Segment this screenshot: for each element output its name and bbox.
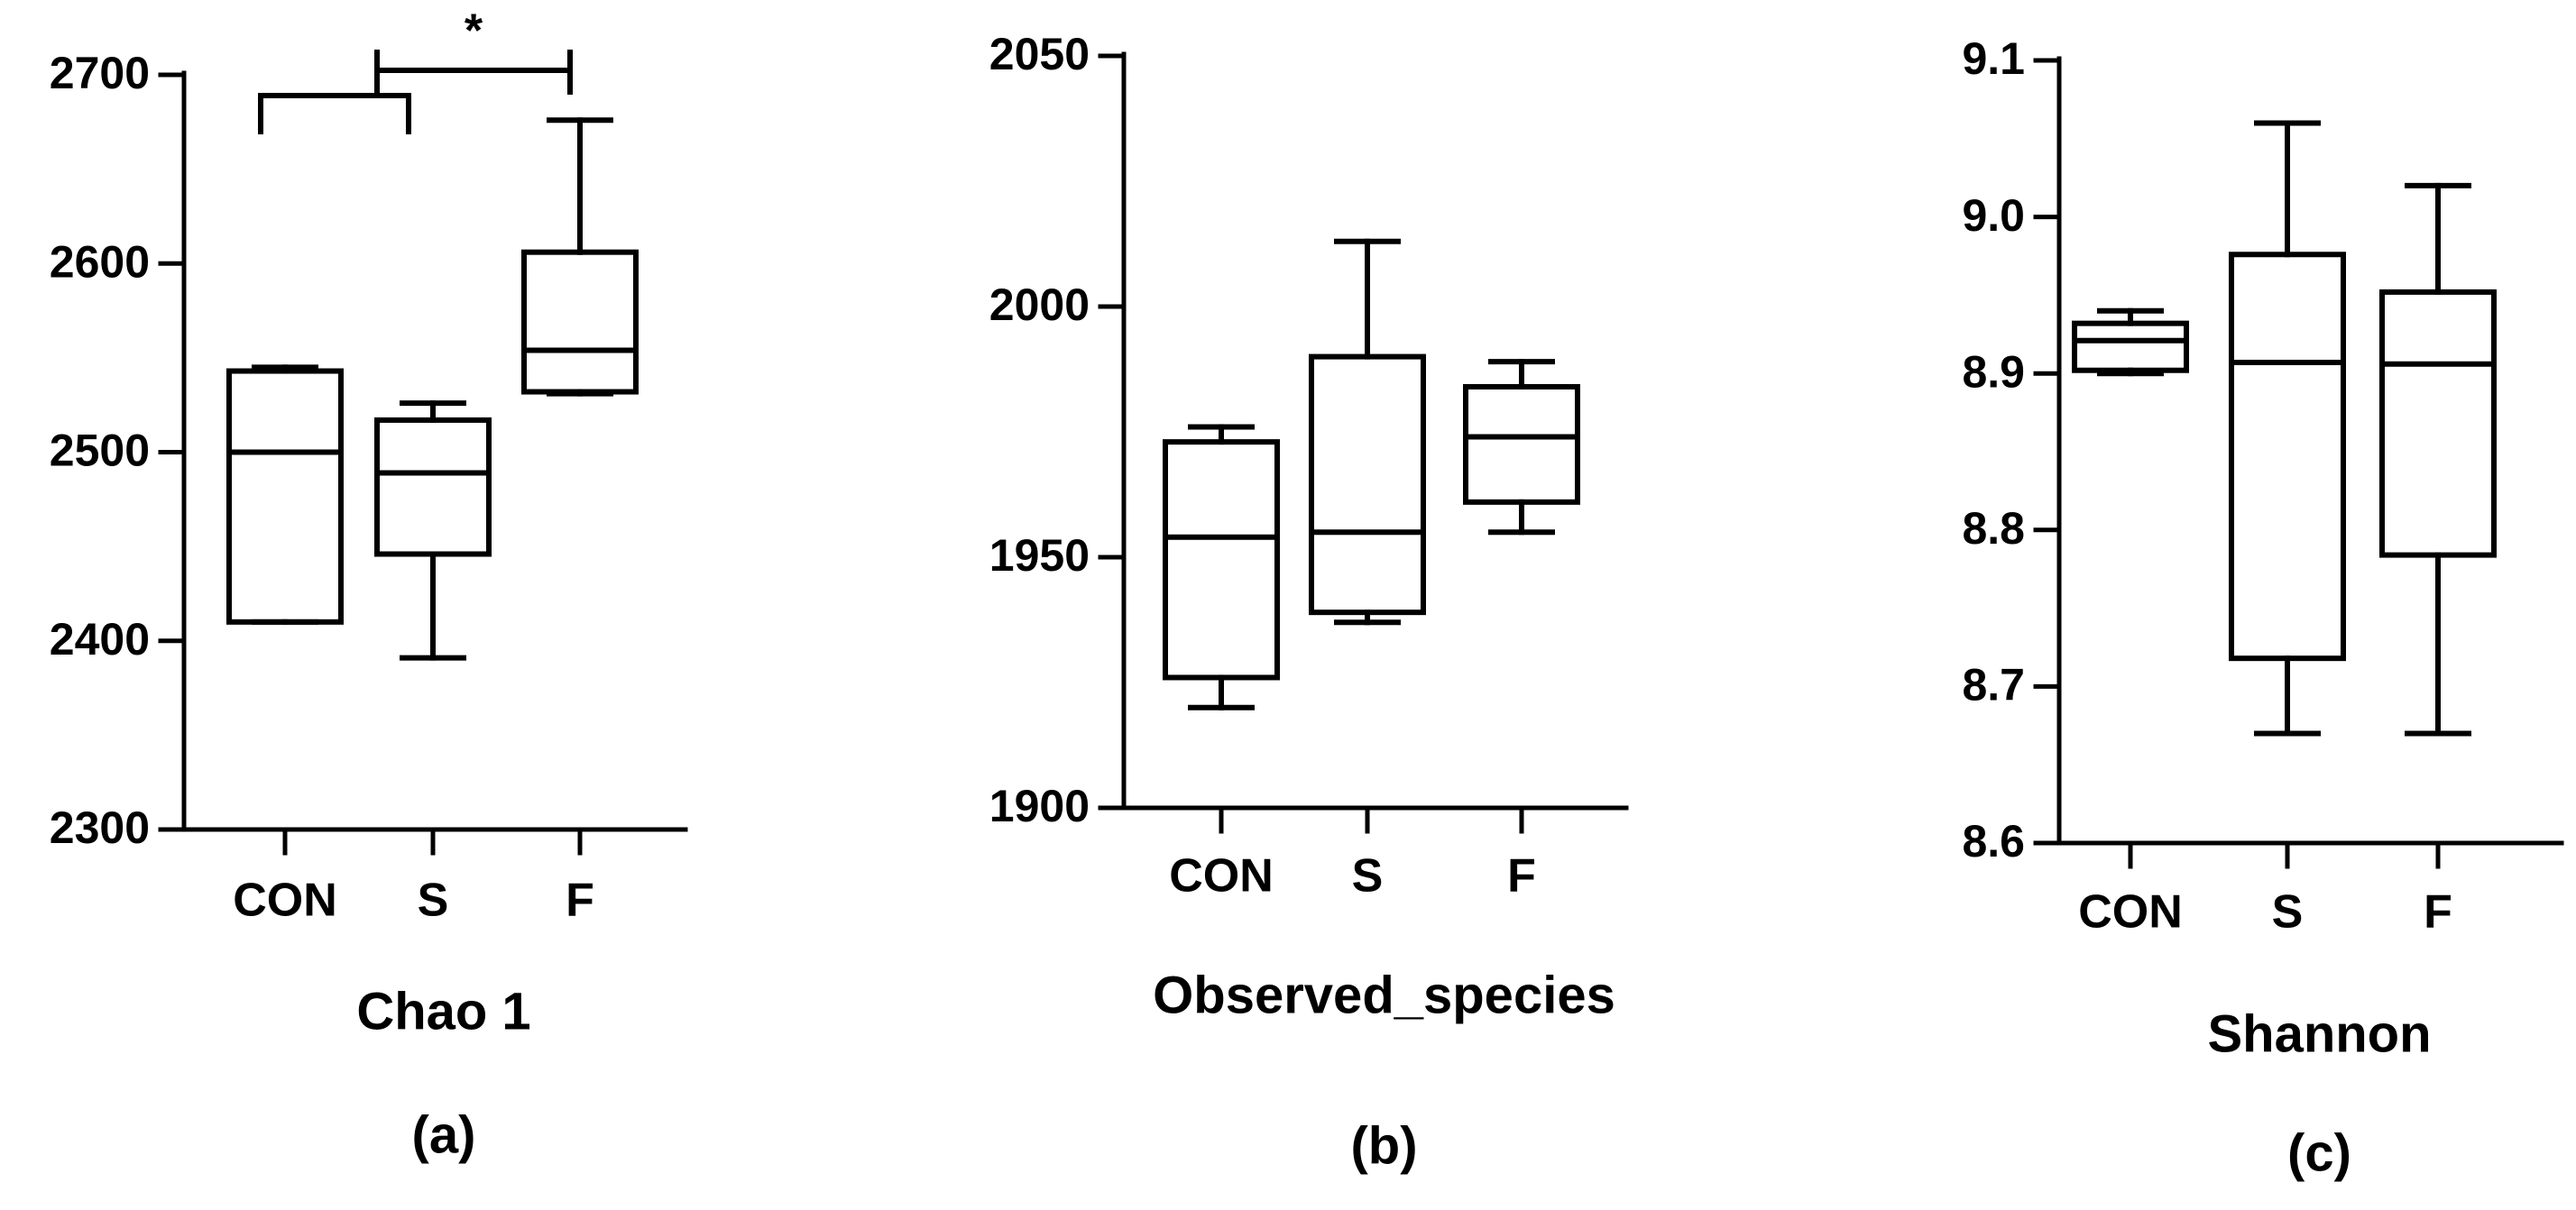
- x-axis-title: Chao 1: [356, 982, 530, 1040]
- y-tick-label: 1900: [989, 781, 1090, 831]
- panel-label: (b): [1350, 1116, 1417, 1175]
- box-s: [1309, 353, 1426, 616]
- y-tick-label: 2000: [989, 280, 1090, 330]
- x-tick-label: F: [2424, 886, 2452, 939]
- y-tick-label: 2300: [50, 802, 150, 853]
- box-f: [1463, 383, 1580, 505]
- x-tick-label: S: [2272, 886, 2304, 939]
- box-con: [2072, 320, 2189, 373]
- x-tick-label: F: [566, 875, 594, 927]
- box-f: [521, 249, 639, 395]
- y-tick-label: 2600: [50, 236, 150, 287]
- box-con: [226, 368, 344, 625]
- panel-label: (c): [2287, 1123, 2351, 1182]
- x-axis-title: Observed_species: [1153, 966, 1615, 1024]
- y-tick-label: 8.6: [1962, 816, 2025, 866]
- box-s: [2229, 252, 2346, 662]
- y-tick-label: 8.9: [1962, 346, 2025, 397]
- x-axis-title: Shannon: [2207, 1004, 2431, 1063]
- significance-star: *: [465, 5, 483, 58]
- box-f: [2379, 289, 2497, 558]
- y-tick-label: 2700: [50, 48, 150, 98]
- panel-label: (a): [412, 1105, 476, 1164]
- x-tick-label: S: [418, 875, 449, 927]
- y-tick-label: 2400: [50, 614, 150, 665]
- x-tick-label: S: [1352, 850, 1384, 903]
- y-tick-label: 1950: [989, 530, 1090, 581]
- y-tick-label: 9.1: [1962, 33, 2025, 84]
- box-s: [374, 417, 492, 557]
- y-tick-label: 8.7: [1962, 660, 2025, 710]
- box-con: [1163, 439, 1280, 681]
- y-tick-label: 9.0: [1962, 190, 2025, 241]
- y-tick-label: 8.8: [1962, 503, 2025, 554]
- x-tick-label: CON: [233, 875, 337, 927]
- y-tick-label: 2500: [50, 426, 150, 476]
- x-tick-label: CON: [2078, 886, 2183, 939]
- y-tick-label: 2050: [989, 29, 1090, 79]
- x-tick-label: F: [1507, 850, 1536, 903]
- x-tick-label: CON: [1169, 850, 1274, 903]
